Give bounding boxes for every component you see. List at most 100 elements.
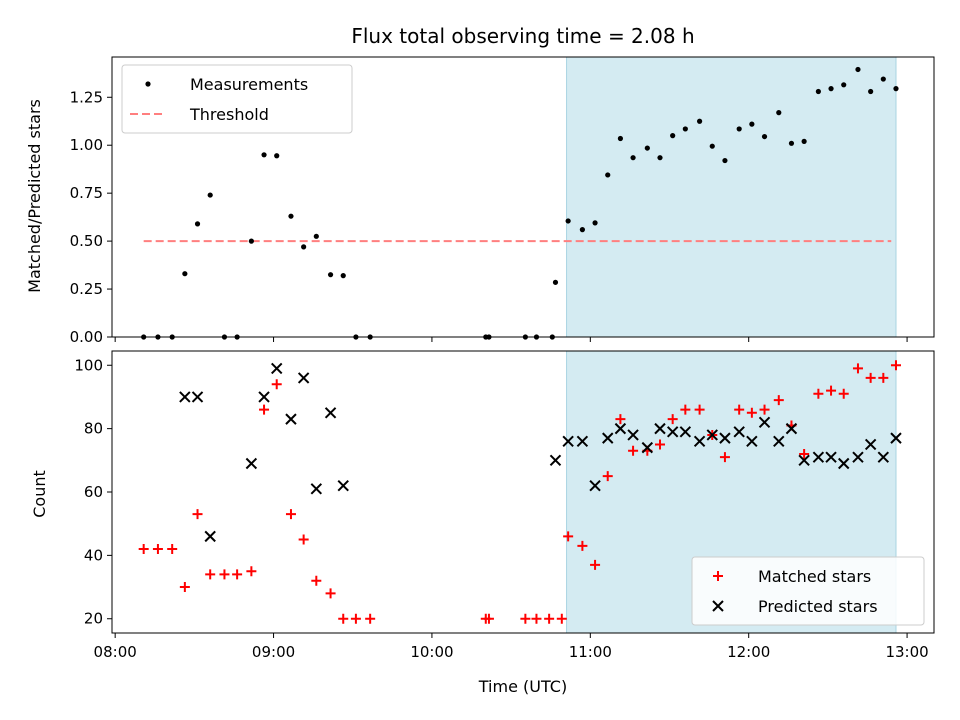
measurement-point — [776, 110, 782, 116]
x-tick-label: 09:00 — [252, 643, 295, 661]
matched-star-point — [219, 569, 230, 580]
measurement-point — [617, 135, 624, 142]
matched-star-point — [271, 379, 282, 390]
series-plus — [138, 360, 901, 624]
x-tick-label: 13:00 — [885, 643, 928, 661]
matched-star-point — [590, 559, 601, 570]
predicted-star-point — [733, 426, 745, 438]
measurement-point — [340, 273, 346, 279]
y-tick-label: 60 — [84, 483, 103, 501]
measurement-point — [736, 126, 742, 132]
y-tick-label: 1.00 — [70, 136, 103, 154]
subplot-1: 0.00 0.25 0.50 0.75 1.00 1.25 Measurements Thre… — [70, 56, 935, 346]
matched-star-point — [246, 566, 257, 577]
predicted-star-point — [549, 454, 562, 467]
matched-star-point — [483, 613, 494, 624]
matched-star-point — [563, 531, 574, 542]
measurement-point — [301, 244, 307, 250]
series-cross — [179, 362, 902, 543]
matched-star-point — [577, 540, 588, 551]
predicted-star-point — [758, 416, 771, 428]
matched-star-point — [734, 404, 745, 415]
measurement-point — [592, 220, 598, 226]
measurement-point — [644, 145, 650, 151]
legend-box — [121, 64, 353, 134]
measurement-point — [630, 155, 636, 161]
measurement-point — [194, 221, 201, 227]
y-tick-label: 40 — [84, 546, 103, 564]
shaded-region — [566, 56, 897, 338]
predicted-star-point — [627, 429, 639, 441]
legend: Matched stars Predicted stars — [691, 556, 925, 626]
y-tick-label: 0.75 — [70, 184, 103, 202]
measurement-point — [828, 86, 834, 92]
measurement-point — [893, 86, 899, 92]
predicted-star-point — [614, 422, 627, 435]
matched-star-point — [838, 388, 849, 399]
x-tick-label: 11:00 — [569, 643, 612, 661]
matched-star-point — [531, 613, 542, 624]
predicted-star-point — [812, 451, 825, 463]
matched-star-point — [338, 613, 349, 624]
y-tick-label: 0.50 — [70, 232, 103, 250]
measurement-point — [565, 218, 571, 224]
chart-title: Flux total observing time = 2.08 h — [351, 24, 694, 48]
measurement-point — [722, 157, 728, 164]
y-tick-label: 80 — [84, 420, 103, 438]
matched-star-point — [350, 613, 361, 624]
matched-star-point — [298, 534, 309, 545]
predicted-star-point — [258, 391, 270, 403]
predicted-star-point — [693, 435, 706, 448]
measurement-point — [841, 82, 847, 88]
legend-label: Predicted stars — [758, 597, 878, 616]
predicted-star-point — [890, 432, 902, 444]
predicted-star-point — [324, 407, 337, 419]
matched-star-point — [865, 372, 876, 383]
predicted-star-point — [337, 479, 349, 492]
axes-frame — [111, 56, 935, 338]
matched-star-point — [813, 388, 824, 399]
predicted-star-point — [310, 483, 323, 495]
measurement-point — [657, 155, 663, 161]
matched-star-point — [615, 414, 626, 425]
predicted-star-point — [877, 451, 890, 463]
measurement-point — [682, 126, 688, 132]
top-y-axis-label: Matched/Predicted stars — [25, 99, 44, 293]
x-tick-label: 10:00 — [410, 643, 453, 661]
matched-star-point — [602, 471, 613, 482]
measurement-point — [327, 272, 334, 278]
predicted-star-point — [245, 457, 258, 470]
matched-star-point — [890, 360, 901, 371]
measurement-point — [880, 76, 886, 82]
legend-marker-cross — [712, 600, 724, 612]
y-tick-label: 0.00 — [70, 328, 103, 346]
matched-star-point — [232, 569, 243, 580]
matched-star-point — [311, 575, 322, 586]
matched-star-point — [852, 363, 863, 374]
predicted-star-point — [297, 372, 310, 384]
legend-label: Threshold — [189, 105, 269, 124]
matched-star-point — [667, 414, 678, 425]
x-axis-label: Time (UTC) — [478, 677, 567, 696]
measurement-point — [696, 118, 703, 124]
measurement-point — [248, 238, 254, 244]
measurement-point — [313, 233, 319, 239]
matched-star-point — [205, 569, 216, 580]
y-tick-label: 0.25 — [70, 280, 103, 298]
predicted-star-point — [706, 429, 718, 441]
measurement-point — [274, 153, 280, 159]
predicted-star-point — [589, 479, 601, 492]
matched-star-point — [556, 613, 567, 624]
measurement-point — [855, 66, 861, 73]
matched-star-point — [179, 582, 190, 593]
measurement-point — [605, 172, 611, 178]
measurement-point — [749, 121, 755, 127]
matched-star-point — [799, 448, 810, 459]
predicted-star-point — [864, 438, 877, 451]
legend-label: Matched stars — [758, 567, 871, 586]
predicted-star-point — [773, 435, 785, 448]
measurement-point — [670, 133, 676, 139]
measurement-point — [788, 140, 795, 146]
measurement-point — [815, 88, 821, 95]
